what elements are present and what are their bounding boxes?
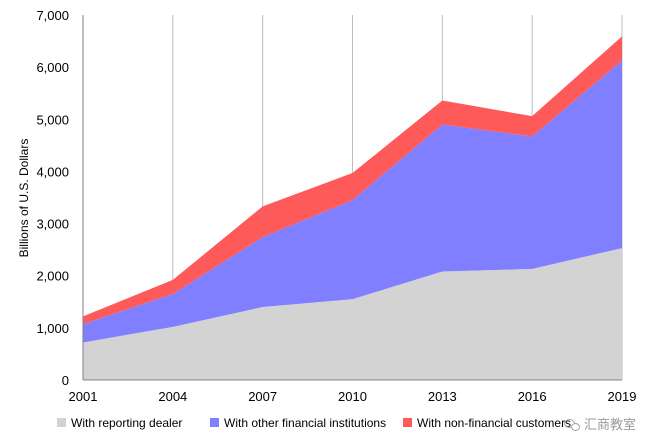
y-tick-label: 0 <box>62 373 69 388</box>
legend-swatch-2 <box>210 418 219 427</box>
area-series <box>83 36 622 380</box>
y-tick-label: 6,000 <box>36 60 69 75</box>
y-tick-label: 2,000 <box>36 269 69 284</box>
y-tick-label: 3,000 <box>36 217 69 232</box>
watermark-text: 汇商教室 <box>583 418 636 433</box>
y-tick-label: 5,000 <box>36 112 69 127</box>
y-tick-label: 1,000 <box>36 321 69 336</box>
x-tick-label: 2004 <box>158 389 187 404</box>
y-tick-label: 7,000 <box>36 8 69 23</box>
x-tick-label: 2007 <box>248 389 277 404</box>
x-tick-label: 2001 <box>69 389 98 404</box>
area-series-2 <box>83 60 622 343</box>
area-series-3 <box>83 36 622 325</box>
x-tick-labels: 2001 2004 2007 2010 2013 2016 2019 <box>69 389 637 404</box>
area-series-1 <box>83 248 622 380</box>
y-tick-label: 4,000 <box>36 164 69 179</box>
legend-swatch-3 <box>403 418 412 427</box>
y-axis-title: Billions of U.S. Dollars <box>17 139 31 258</box>
x-tick-label: 2019 <box>608 389 637 404</box>
y-tick-labels: 0 1,000 2,000 3,000 4,000 5,000 6,000 7,000 <box>36 8 69 388</box>
legend-label-1: With reporting dealer <box>71 416 182 430</box>
legend-label-2: With other financial institutions <box>224 416 386 430</box>
watermark: 汇商教室 <box>563 414 636 433</box>
legend-label-3: With non-financial customers <box>417 416 571 430</box>
legend-swatch-1 <box>57 418 66 427</box>
axes <box>82 15 622 381</box>
legend: With reporting dealer With other financia… <box>57 416 571 430</box>
wechat-icon <box>563 418 580 431</box>
x-tick-label: 2016 <box>518 389 547 404</box>
x-tick-label: 2013 <box>428 389 457 404</box>
x-tick-label: 2010 <box>338 389 367 404</box>
